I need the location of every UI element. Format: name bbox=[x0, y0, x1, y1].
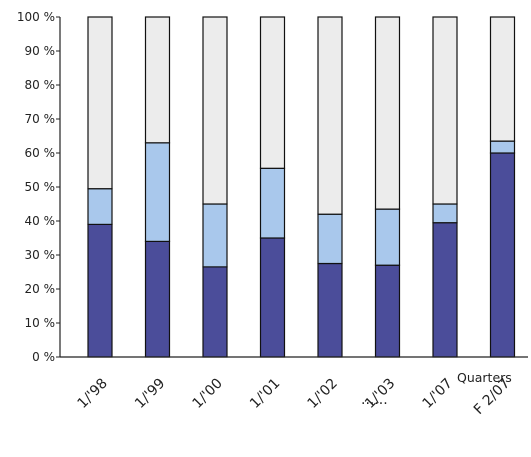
bar-segment bbox=[374, 16, 401, 210]
y-tick-label: 10 % bbox=[25, 316, 56, 330]
x-axis-title: Quarters bbox=[457, 370, 512, 385]
bar-segment bbox=[87, 16, 113, 190]
bar-segment bbox=[87, 223, 113, 358]
x-tick-label: 1/'07 bbox=[420, 376, 456, 412]
y-tick-label: 20 % bbox=[25, 282, 56, 296]
bar-segment bbox=[202, 16, 228, 205]
bar-segment bbox=[144, 240, 171, 358]
bar-segment bbox=[489, 152, 516, 358]
axes bbox=[59, 17, 528, 358]
bar-segment bbox=[87, 188, 113, 225]
x-tick-label: 1/'99 bbox=[132, 376, 168, 412]
bar-segment bbox=[374, 208, 401, 266]
x-tick-label: 1/'98 bbox=[75, 376, 111, 412]
bar-segment bbox=[489, 140, 516, 154]
bar-segment bbox=[432, 16, 458, 205]
bar-segment bbox=[317, 262, 343, 358]
bar-segment bbox=[259, 237, 286, 358]
bar-segment bbox=[432, 222, 458, 358]
bar-segment bbox=[432, 203, 458, 224]
y-tick-label: 70 % bbox=[25, 112, 56, 126]
y-tick-label: 100 % bbox=[17, 10, 55, 24]
y-tick-label: 80 % bbox=[25, 78, 56, 92]
bar-segment bbox=[317, 213, 343, 265]
bar-segment bbox=[317, 16, 343, 215]
bar-segment bbox=[259, 167, 286, 239]
y-tick-label: 30 % bbox=[25, 248, 56, 262]
x-tick-label: 1/'02 bbox=[305, 376, 341, 412]
bar-segment bbox=[202, 266, 228, 358]
axis-break-dots: ...... bbox=[361, 392, 388, 408]
bar-segment bbox=[259, 16, 286, 169]
bar-segment bbox=[374, 264, 401, 358]
x-tick-label: 1/'01 bbox=[247, 376, 283, 412]
bar-segment bbox=[144, 16, 171, 144]
x-tick-label: 1/'00 bbox=[190, 376, 226, 412]
x-axis-ticks: 1/'98 1/'99 1/'00 1/'01 1/'02 1/'03 1/'07 F 2/0… bbox=[75, 376, 514, 418]
bars bbox=[87, 16, 516, 358]
bar-segment bbox=[489, 16, 516, 142]
y-tick-label: 40 % bbox=[25, 214, 56, 228]
bar-segment bbox=[202, 203, 228, 268]
y-tick-label: 0 % bbox=[32, 350, 55, 364]
y-tick-label: 90 % bbox=[25, 44, 56, 58]
y-axis-ticks: 0 % 10 % 20 % 30 % 40 % 50 % 60 % 70 % 80 % 90 % 1… bbox=[17, 10, 60, 364]
bar-segment bbox=[144, 142, 171, 243]
y-tick-label: 50 % bbox=[25, 180, 56, 194]
y-tick-label: 60 % bbox=[25, 146, 56, 160]
